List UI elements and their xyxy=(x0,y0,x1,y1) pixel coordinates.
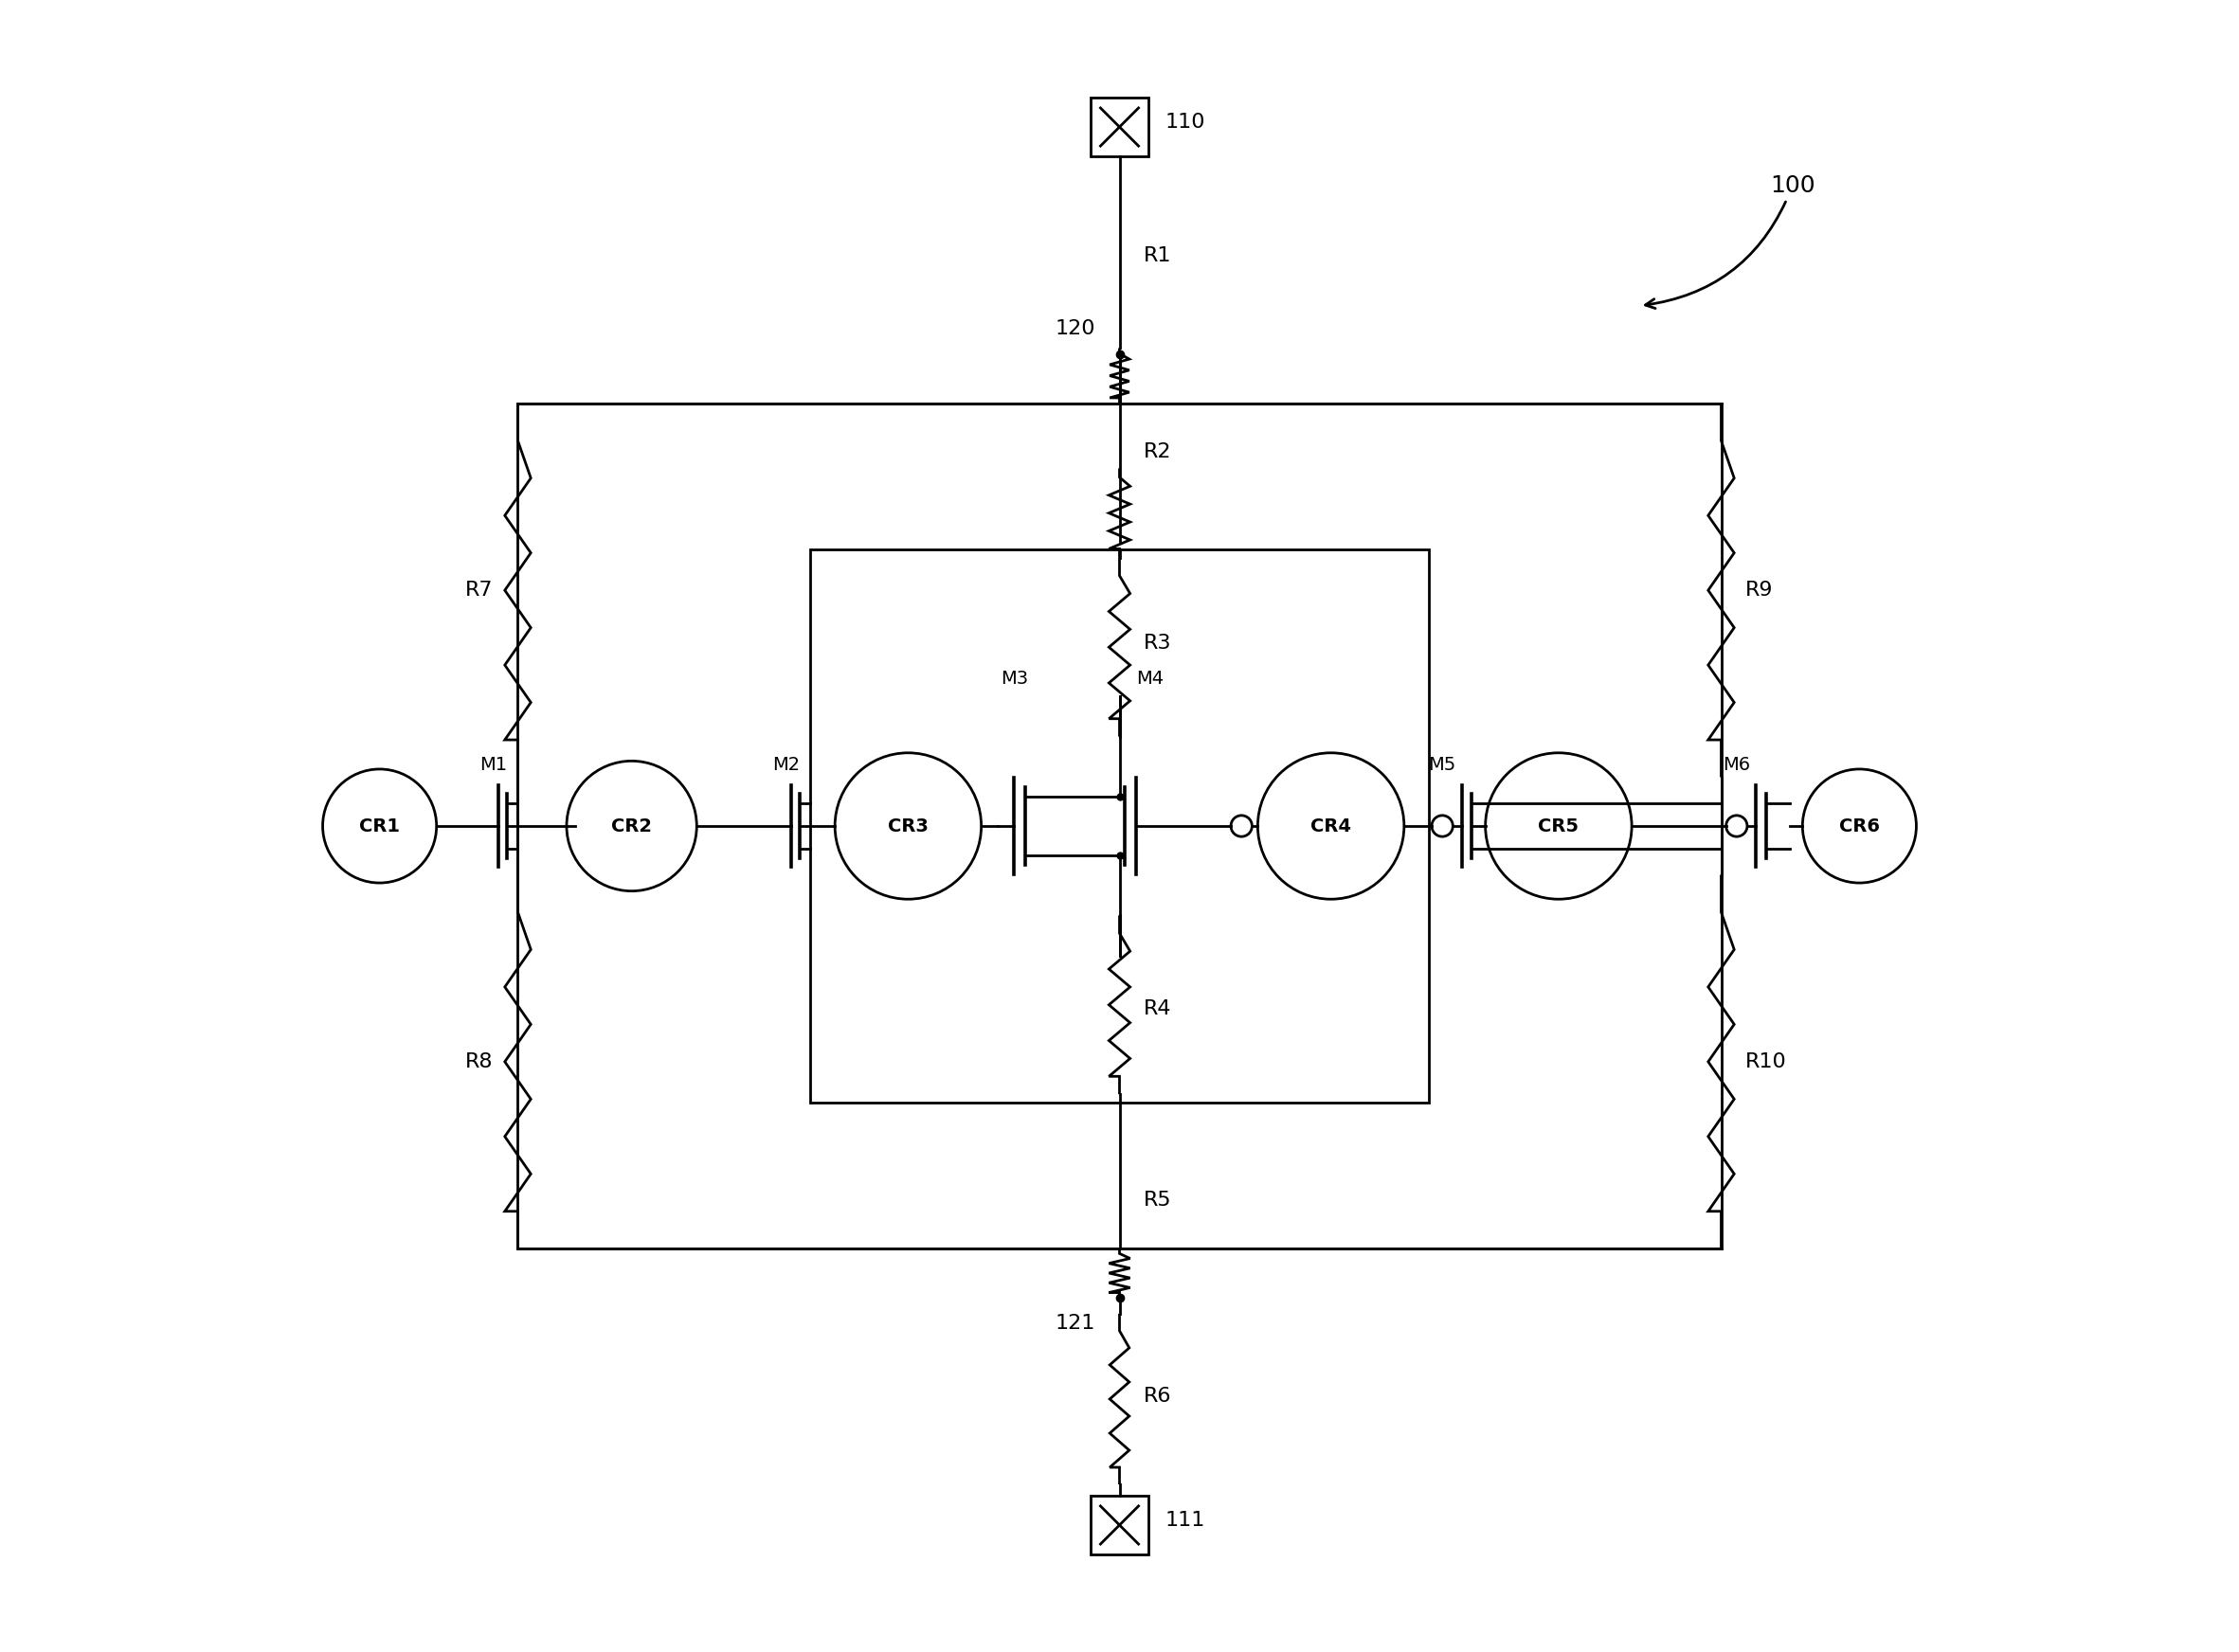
Text: R2: R2 xyxy=(1144,443,1171,461)
Text: R4: R4 xyxy=(1144,999,1171,1018)
Text: 111: 111 xyxy=(1164,1510,1205,1530)
Text: M3: M3 xyxy=(1001,669,1028,687)
Text: R9: R9 xyxy=(1746,582,1773,600)
Text: M5: M5 xyxy=(1428,757,1455,775)
Text: M2: M2 xyxy=(772,757,799,775)
Text: 110: 110 xyxy=(1164,112,1205,132)
Text: M4: M4 xyxy=(1135,669,1164,687)
Text: M1: M1 xyxy=(479,757,508,775)
Bar xyxy=(517,403,1722,1249)
Bar xyxy=(811,550,1428,1102)
Text: CR3: CR3 xyxy=(889,818,929,834)
Text: CR2: CR2 xyxy=(611,818,652,834)
Bar xyxy=(1090,97,1149,157)
Bar xyxy=(1090,1495,1149,1555)
Text: CR5: CR5 xyxy=(1538,818,1578,834)
Text: CR4: CR4 xyxy=(1310,818,1352,834)
Text: R8: R8 xyxy=(466,1052,493,1070)
Text: R3: R3 xyxy=(1144,634,1171,653)
Text: R5: R5 xyxy=(1144,1191,1171,1209)
Text: R7: R7 xyxy=(466,582,493,600)
Text: 121: 121 xyxy=(1055,1313,1095,1333)
Text: R10: R10 xyxy=(1746,1052,1787,1070)
Text: R1: R1 xyxy=(1144,246,1171,264)
Text: 120: 120 xyxy=(1055,319,1095,339)
Text: 100: 100 xyxy=(1646,173,1816,309)
Text: R6: R6 xyxy=(1144,1388,1171,1406)
Text: CR1: CR1 xyxy=(358,818,401,834)
Text: M6: M6 xyxy=(1722,757,1751,775)
Text: CR6: CR6 xyxy=(1838,818,1881,834)
